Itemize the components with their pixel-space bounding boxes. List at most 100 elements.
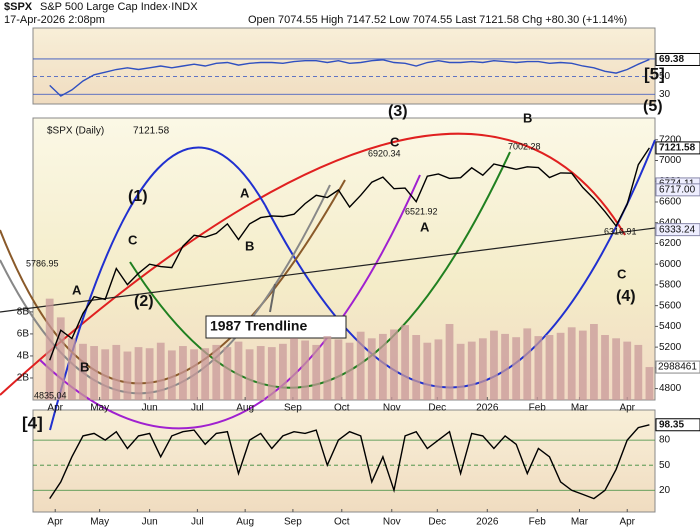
volume-bar [79, 343, 87, 400]
x-tick-label: Apr [47, 403, 63, 414]
y-tick-label: 5800 [659, 280, 682, 291]
volume-bar [301, 340, 310, 400]
volume-bar [456, 343, 465, 400]
volume-bar [334, 339, 343, 400]
y-tick-label: 4800 [659, 383, 682, 394]
annotation: (4) [616, 288, 636, 305]
x-tick-label: Aug [236, 517, 254, 528]
legend-name: $SPX (Daily) [47, 126, 104, 137]
annotation: C [128, 232, 138, 247]
annotation: 6316.91 [604, 226, 637, 236]
trendline-arrow [269, 283, 276, 313]
right-label-box [655, 183, 700, 197]
index-name: S&P 500 Large Cap Index·INDX [40, 1, 198, 13]
volume-bar [190, 349, 198, 400]
volume-bar [212, 344, 221, 400]
x-tick-label: Nov [383, 517, 401, 528]
volume-bar [578, 330, 587, 400]
volume-bar [223, 347, 232, 400]
volume-bar [112, 344, 121, 400]
annotation: C [390, 134, 400, 149]
volume-bar [367, 338, 376, 400]
right-label: 69.38 [659, 54, 684, 65]
annotation: A [72, 282, 82, 297]
trendline [0, 227, 656, 313]
y-tick-label: 5200 [659, 342, 682, 353]
price-line [49, 147, 650, 361]
x-tick-label: May [90, 403, 109, 414]
x-tick-label: Nov [383, 403, 401, 414]
cycle-arc [0, 132, 626, 396]
x-tick-label: Feb [529, 403, 547, 414]
right-label-box [655, 141, 700, 155]
volume-bar [467, 341, 476, 400]
y-tick-label: 50 [659, 71, 671, 82]
x-tick-label: Mar [571, 517, 589, 528]
volume-tick-label: 2B [17, 373, 30, 384]
right-label: 98.35 [659, 419, 684, 430]
cycle-arc [264, 139, 656, 389]
x-tick-label: Jul [191, 517, 204, 528]
y-tick-label: 80 [659, 435, 671, 446]
y-tick-label: 7000 [659, 155, 682, 166]
annotation: [4] [22, 413, 43, 432]
volume-bar [356, 331, 365, 400]
volume-bar [423, 342, 432, 400]
volume-bar [401, 325, 409, 400]
volume-bar [501, 333, 509, 400]
x-tick-label: Oct [334, 517, 350, 528]
volume-tick-label: 6B [17, 329, 30, 340]
annotation: (2) [134, 293, 154, 310]
volume-bar [490, 330, 498, 400]
x-tick-label: Apr [47, 517, 63, 528]
volume-bar [134, 347, 143, 400]
volume-last-label: 2988461 [658, 362, 697, 373]
volume-bar [623, 341, 632, 400]
volume-bar [123, 351, 132, 400]
volume-bar [567, 327, 576, 400]
x-tick-label: Apr [619, 403, 635, 414]
volume-bar [434, 339, 443, 400]
x-tick-label: Mar [571, 403, 589, 414]
volume-bar [590, 323, 598, 400]
volume-bar [90, 346, 98, 400]
volume-bar [345, 342, 354, 400]
cycle-arc [49, 146, 266, 431]
volume-bar [601, 335, 609, 400]
volume-bar [523, 328, 532, 400]
right-label: 6717.00 [659, 184, 696, 195]
annotation: (3) [388, 103, 408, 120]
volume-bar [412, 335, 421, 400]
annotation: C [617, 266, 627, 281]
annotation: B [80, 359, 89, 374]
y-tick-label: 6200 [659, 238, 682, 249]
annotation: 5786.95 [26, 258, 59, 268]
volume-last-box [655, 360, 700, 374]
volume-tick-label: 4B [17, 351, 30, 362]
x-tick-label: Jun [142, 403, 158, 414]
right-label: 7121.58 [659, 143, 696, 154]
symbol: $SPX [4, 1, 33, 13]
volume-bar [234, 341, 243, 400]
annotation: 7002.28 [508, 141, 541, 151]
legend-value: 7121.58 [133, 126, 170, 137]
y-tick-label: 20 [659, 485, 671, 496]
y-tick-label: 7200 [659, 134, 682, 145]
x-tick-label: Sep [284, 517, 302, 528]
y-tick-label: 6400 [659, 217, 682, 228]
volume-bar [645, 367, 654, 400]
annotation: B [245, 238, 254, 253]
volume-bar [101, 349, 110, 400]
volume-bar [67, 338, 76, 400]
volume-bar [45, 298, 54, 400]
trendline-box [205, 315, 347, 339]
annotation: B [523, 110, 532, 125]
x-tick-label: Jul [191, 403, 204, 414]
volume-tick-label: 8B [17, 307, 30, 318]
x-tick-label: Oct [334, 403, 350, 414]
volume-bar [312, 344, 321, 400]
annotation: [5] [644, 64, 665, 83]
x-tick-label: Apr [619, 517, 635, 528]
volume-bar [256, 346, 265, 400]
